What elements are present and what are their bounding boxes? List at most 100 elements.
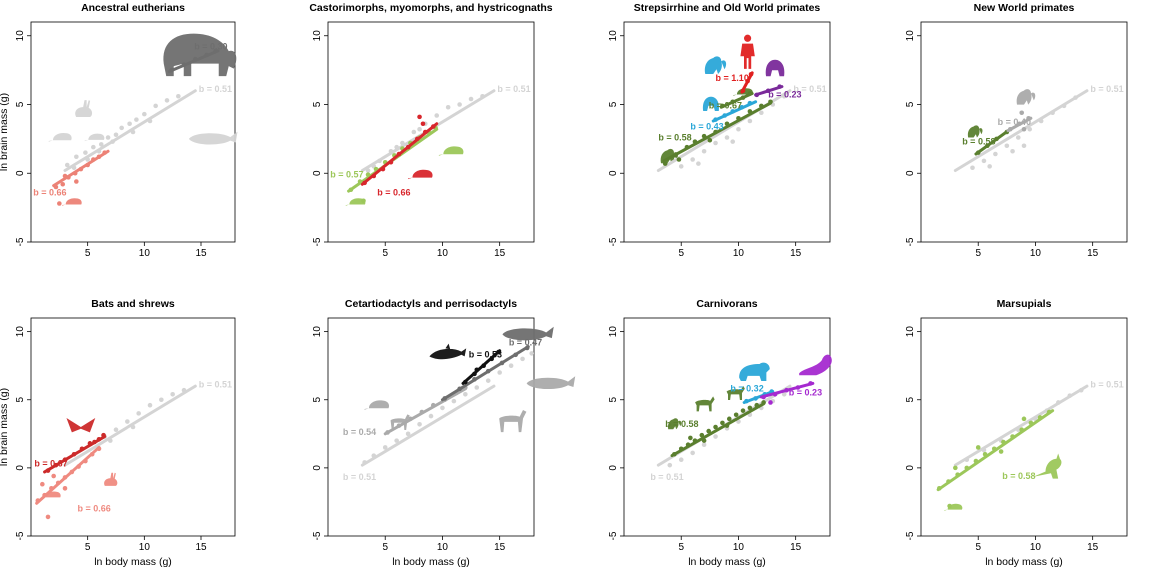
regression-line [43,435,107,474]
regression-line [360,384,496,467]
x-tick-label: 5 [382,542,388,553]
data-point [62,486,68,491]
data-point [417,126,422,132]
regression-line [440,345,530,402]
whale-silhouette-icon [526,376,576,390]
series-4: b = 0.53 [461,349,502,385]
elephant-silhouette-icon [163,33,237,77]
series-1: b = 0.51 [953,379,1124,467]
data-point [1021,126,1027,132]
x-tick-label: 10 [437,542,449,553]
slope-label: b = 0.58 [658,132,691,142]
y-tick-label: 10 [608,326,619,338]
data-point [720,420,725,426]
data-point [127,121,132,127]
x-tick-label: 5 [678,248,684,259]
plot-frame [327,317,535,537]
rodent-silhouette-icon [345,198,366,206]
regression-line [754,85,784,97]
data-point [667,462,673,468]
rodent-silhouette-icon [62,198,82,206]
human-silhouette-icon [740,34,755,69]
kangaroo-silhouette-icon [1032,453,1062,479]
slope-label: b = 0.51 [343,472,376,482]
regression-line [953,384,1089,467]
data-point [690,157,695,162]
regression-line [167,49,220,73]
data-point [420,121,426,127]
data-point [394,438,399,443]
series-1: b = 0.51 [360,84,531,173]
data-point [733,412,739,418]
slope-label: b = 0.54 [343,427,376,437]
x-tick-label: 15 [790,542,802,553]
data-point [706,428,711,434]
data-point [159,397,164,403]
regression-line [759,381,815,399]
slope-label: b = 0.57 [330,169,363,179]
horse-silhouette-icon [499,409,527,433]
data-point [445,104,451,110]
monkey-silhouette-icon [667,418,682,430]
y-tick-label: -5 [312,531,323,540]
data-point [125,419,130,424]
data-point [713,434,718,439]
data-point [1027,126,1033,132]
slope-label: b = 0.23 [768,90,801,100]
data-point [91,144,96,150]
data-point [713,424,718,430]
series-1: b = 0.51 [650,384,792,482]
chart-panel-8: Marsupials 5 10 15 -5 0 5 10 ln body mass (g) b =… [905,298,1128,568]
data-point [759,110,764,116]
series-2: b = 0.58 [962,127,1012,156]
data-point [74,154,79,160]
series-1: b = 0.51 [953,84,1124,172]
chart-panel-1: Ancestral eutherians 5 10 15 -5 0 5 10 ln brain … [0,2,238,259]
regression-line [662,101,772,163]
data-point [411,129,417,135]
data-point [170,392,175,397]
bat-silhouette-icon [66,418,96,433]
series-2: b = 0.58 [658,99,773,166]
data-point [726,416,732,422]
x-tick-label: 15 [1087,248,1099,259]
regression-line [461,349,502,385]
x-tick-label: 10 [1030,542,1042,553]
data-point [417,421,422,427]
regression-line [1006,116,1033,133]
data-point [993,151,998,157]
data-point [768,400,773,405]
data-point [747,118,753,124]
data-point [1010,148,1015,154]
data-point [113,427,119,433]
data-point [781,392,787,397]
series-6: b = 0.23 [754,84,801,100]
x-axis-label: ln body mass (g) [688,556,766,568]
regression-line [711,100,758,123]
data-point [451,398,457,404]
data-point [428,413,434,419]
data-point [520,356,525,362]
series-2: b = 0.54 [343,385,468,437]
data-point [981,158,987,164]
data-point [953,465,958,471]
x-tick-label: 5 [678,542,684,553]
slope-label: b = 0.67 [34,459,67,469]
series-2: b = 0.58 [665,400,766,458]
panel-title: New World primates [974,2,1075,14]
y-tick-label: -5 [905,531,916,540]
slope-label: b = 1.10 [716,73,749,83]
rodent-silhouette-icon [84,133,105,142]
slope-label: b = 0.47 [509,337,542,347]
y-tick-label: -5 [15,531,26,540]
series-3: b = 0.30 [167,42,227,73]
data-point [64,162,70,168]
series-3: b = 0.43 [690,100,758,131]
slope-label: b = 0.51 [1090,84,1123,94]
slope-label: b = 0.51 [497,84,530,94]
data-point [713,140,718,146]
data-point [134,117,139,122]
x-tick-label: 15 [195,542,207,553]
chart-panel-5: Bats and shrews 5 10 15 -5 0 5 10 ln brain mass … [0,298,236,553]
monkey-silhouette-icon [1016,89,1036,105]
